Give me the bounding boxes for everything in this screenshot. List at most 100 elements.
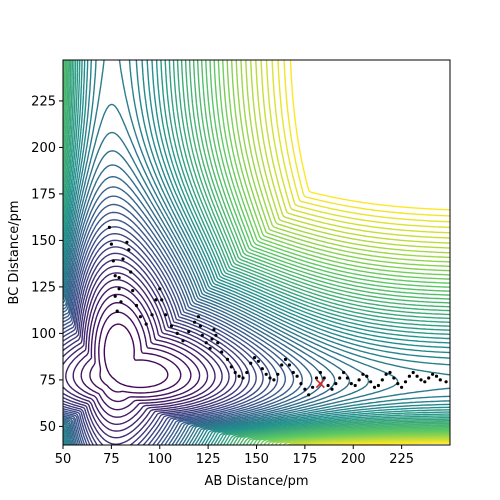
trajectory-point	[268, 376, 272, 380]
trajectory-point	[423, 380, 427, 384]
trajectory-point	[307, 393, 311, 397]
x-tick-label: 175	[292, 452, 317, 467]
trajectory-point	[212, 328, 216, 332]
y-tick-label: 200	[31, 141, 56, 156]
trajectory-point	[158, 287, 162, 291]
contour-lines	[63, 60, 450, 445]
trajectory-point	[233, 370, 237, 375]
trajectory-point	[216, 341, 220, 345]
contour-level	[63, 60, 450, 445]
trajectory-point	[318, 370, 322, 375]
contour-level	[63, 272, 223, 432]
contour-level	[98, 311, 182, 394]
trajectory-point	[144, 322, 148, 326]
trajectory-point	[380, 378, 384, 382]
trajectory-point	[349, 382, 353, 386]
trajectory-point	[113, 274, 117, 278]
y-tick-label: 175	[31, 187, 56, 202]
trajectory-point	[121, 257, 125, 261]
trajectory-point	[150, 313, 154, 317]
y-axis-label: BC Distance/pm	[7, 200, 22, 304]
trajectory-point	[396, 382, 400, 386]
contour-level	[63, 176, 324, 445]
trajectory-point	[115, 309, 119, 313]
x-tick-label: 100	[147, 452, 172, 467]
trajectory-point	[204, 341, 208, 345]
x-tick-label: 75	[103, 452, 120, 467]
contour-level	[63, 60, 450, 445]
contour-level	[217, 60, 450, 445]
trajectory-point	[245, 370, 249, 375]
x-tick-label: 125	[196, 452, 221, 467]
trajectory-point	[175, 331, 179, 335]
trajectory-point	[291, 370, 295, 375]
trajectory-point	[253, 356, 257, 360]
contour-level	[213, 60, 450, 445]
contour-level	[205, 60, 450, 445]
trajectory-point	[127, 248, 131, 252]
trajectory-point	[311, 385, 315, 389]
contour-level	[65, 279, 216, 425]
contour-level	[63, 226, 271, 445]
trajectory-point	[403, 380, 408, 384]
trajectory-point	[384, 372, 388, 376]
trajectory-point	[353, 383, 357, 388]
trajectory-point	[338, 376, 342, 380]
trajectory-point	[249, 361, 253, 365]
final-point-stroke	[315, 379, 325, 389]
trajectory-point	[198, 324, 202, 328]
contour-level	[63, 259, 237, 445]
y-tick-label: 50	[39, 420, 56, 435]
y-tick-label: 75	[39, 373, 56, 388]
contour-level	[63, 131, 370, 445]
contour-level	[63, 203, 295, 445]
final-point-marker	[315, 379, 325, 389]
x-tick-label: 150	[244, 452, 269, 467]
x-tick-label: 200	[341, 452, 366, 467]
contour-level	[63, 103, 399, 445]
trajectory-point	[225, 357, 230, 361]
y-tick-label: 100	[31, 327, 56, 342]
contour-level	[63, 60, 450, 445]
trajectory-point	[169, 324, 173, 328]
trajectory-point	[276, 372, 280, 376]
trajectory-point	[138, 315, 142, 319]
trajectory-point	[407, 374, 411, 378]
contour-level	[63, 186, 313, 445]
trajectory-point	[330, 387, 334, 391]
contour-level	[63, 246, 250, 445]
trajectory-point	[342, 370, 346, 375]
trajectory-point	[444, 380, 448, 384]
trajectory-point	[187, 329, 191, 334]
y-tick-label: 225	[31, 94, 56, 109]
trajectory-point	[272, 378, 276, 382]
trajectory-point	[160, 298, 164, 302]
trajectory-point	[111, 259, 115, 263]
trajectory-point	[427, 376, 431, 380]
x-tick-label: 225	[389, 452, 414, 467]
trajectory-point	[326, 383, 330, 388]
trajectory-point	[357, 378, 361, 382]
trajectory-point	[314, 376, 319, 380]
trajectory-point	[369, 380, 373, 384]
trajectory-point	[164, 313, 168, 317]
trajectory-point	[411, 370, 415, 375]
trajectory-point	[431, 372, 435, 376]
trajectory-point	[376, 383, 380, 388]
contour-level	[63, 239, 257, 445]
trajectory-point	[280, 363, 284, 367]
contour-level	[63, 60, 450, 445]
contour-level	[63, 164, 336, 445]
trajectory-point	[303, 387, 307, 391]
trajectory-point	[113, 294, 117, 298]
x-tick-label: 50	[55, 452, 72, 467]
trajectory-point	[256, 359, 260, 363]
trajectory-point	[196, 315, 200, 319]
trajectory-point	[107, 225, 111, 229]
contour-level	[63, 252, 244, 445]
trajectory-point	[419, 378, 423, 382]
contour-level	[63, 60, 450, 445]
trajectory-point	[134, 303, 139, 308]
contour-level	[63, 60, 450, 445]
